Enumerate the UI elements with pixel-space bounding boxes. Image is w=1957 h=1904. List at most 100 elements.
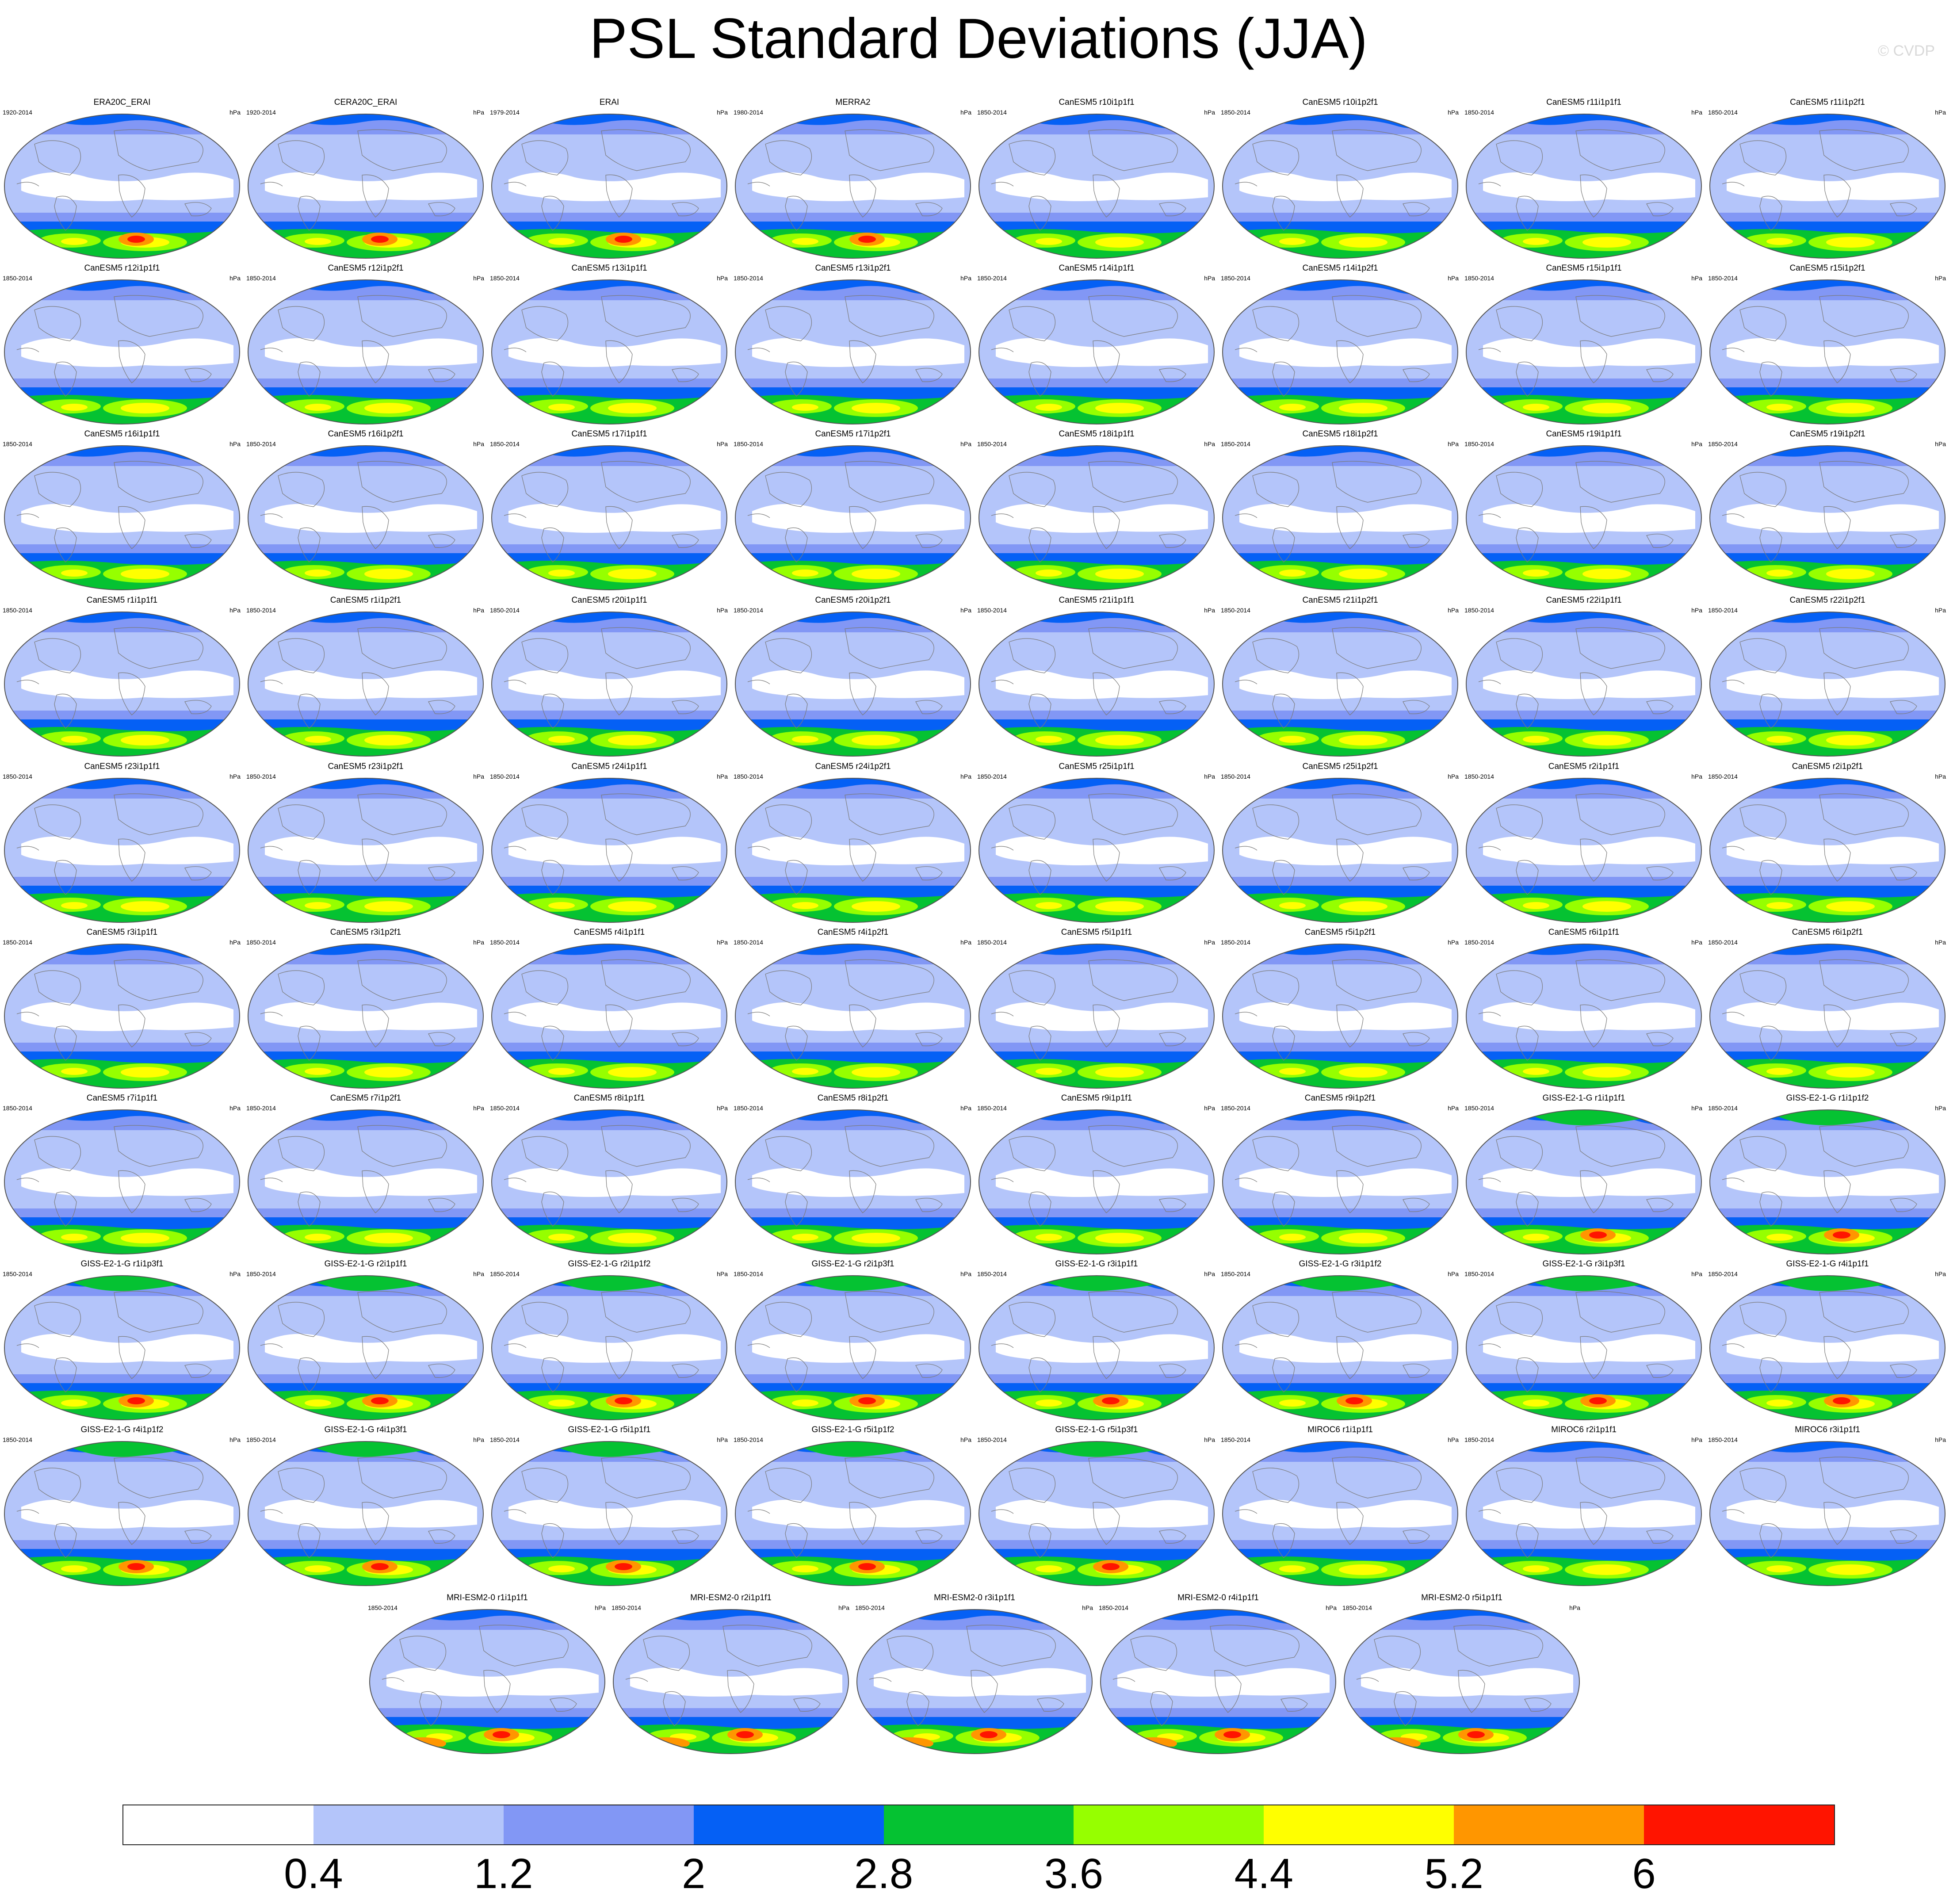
panel-units: hPa [1448, 1105, 1459, 1112]
map-panel: CanESM5 r8i1p1f1 1850-2014 hPa [487, 1092, 731, 1258]
panel-units: hPa [1691, 275, 1702, 282]
panel-title: CanESM5 r6i1p2f1 [1792, 928, 1863, 937]
map-plot [491, 114, 727, 259]
panel-years: 1850-2014 [734, 607, 763, 614]
map-panel: GISS-E2-1-G r5i1p3f1 1850-2014 hPa [975, 1424, 1219, 1590]
map-panel: CanESM5 r24i1p1f1 1850-2014 hPa [487, 761, 731, 926]
panel-years: 1850-2014 [1464, 1436, 1494, 1443]
map-panel: CanESM5 r6i1p1f1 1850-2014 hPa [1462, 926, 1706, 1092]
map-panel: GISS-E2-1-G r4i1p1f2 1850-2014 hPa [0, 1424, 244, 1590]
panel-title: CanESM5 r14i1p1f1 [1059, 264, 1135, 273]
panel-years: 1850-2014 [1464, 939, 1494, 946]
panel-years: 1850-2014 [1708, 773, 1738, 780]
panel-title: CanESM5 r22i1p2f1 [1789, 596, 1865, 605]
colorbar-box [1644, 1805, 1835, 1844]
panel-years: 1850-2014 [490, 773, 520, 780]
map-plot [1222, 944, 1458, 1089]
panel-units: hPa [1448, 440, 1459, 447]
panel-units: hPa [229, 1270, 241, 1277]
panel-years: 1850-2014 [734, 440, 763, 447]
map-plot [248, 445, 484, 590]
panel-units: hPa [1935, 1436, 1946, 1443]
map-plot [248, 1109, 484, 1254]
panel-units: hPa [473, 607, 484, 614]
map-plot [735, 612, 971, 757]
panel-years: 1850-2014 [3, 773, 32, 780]
panel-units: hPa [717, 1436, 728, 1443]
colorbar-tick-label: 6 [1632, 1850, 1656, 1897]
panel-years: 1850-2014 [734, 1436, 763, 1443]
panel-title: MRI-ESM2-0 r1i1p1f1 [447, 1593, 528, 1602]
map-panel: MERRA2 1980-2014 hPa [731, 96, 975, 262]
map-plot [1466, 612, 1702, 757]
colorbar-box [1264, 1805, 1454, 1844]
panel-title: CanESM5 r7i1p2f1 [330, 1093, 401, 1103]
map-panel: CanESM5 r14i1p1f1 1850-2014 hPa [975, 262, 1219, 428]
panel-years: 1850-2014 [977, 1105, 1007, 1112]
panel-title: CanESM5 r5i1p2f1 [1304, 928, 1376, 937]
map-panel: CanESM5 r11i1p1f1 1850-2014 hPa [1462, 96, 1706, 262]
map-panel: CanESM5 r25i1p2f1 1850-2014 hPa [1218, 761, 1462, 926]
panel-units: hPa [1691, 607, 1702, 614]
panel-years: 1920-2014 [3, 109, 32, 116]
map-plot [491, 944, 727, 1089]
panel-years: 1850-2014 [3, 1105, 32, 1112]
map-panel: GISS-E2-1-G r1i1p1f2 1850-2014 hPa [1705, 1092, 1949, 1258]
panel-title: CanESM5 r15i1p1f1 [1546, 264, 1622, 273]
map-plot [491, 445, 727, 590]
map-panel: CanESM5 r19i1p2f1 1850-2014 hPa [1705, 428, 1949, 594]
panel-title: GISS-E2-1-G r5i1p3f1 [1055, 1425, 1138, 1434]
map-panel: MIROC6 r3i1p1f1 1850-2014 hPa [1705, 1424, 1949, 1590]
panel-title: CanESM5 r16i1p1f1 [84, 429, 160, 439]
panel-title: CanESM5 r16i1p2f1 [328, 429, 404, 439]
map-plot [1344, 1609, 1580, 1754]
panel-years: 1979-2014 [490, 109, 520, 116]
panel-years: 1850-2014 [1708, 109, 1738, 116]
panel-units: hPa [1448, 939, 1459, 946]
panel-years: 1850-2014 [734, 773, 763, 780]
colorbar [122, 1805, 1835, 1845]
panel-title: CanESM5 r20i1p1f1 [571, 596, 647, 605]
panel-years: 1850-2014 [1464, 1270, 1494, 1277]
panel-units: hPa [717, 773, 728, 780]
panel-title: GISS-E2-1-G r3i1p1f1 [1055, 1259, 1138, 1269]
panel-title: GISS-E2-1-G r3i1p1f2 [1299, 1259, 1382, 1269]
map-panel: CanESM5 r19i1p1f1 1850-2014 hPa [1462, 428, 1706, 594]
panel-units: hPa [1448, 109, 1459, 116]
panel-title: CanESM5 r17i1p1f1 [571, 429, 647, 439]
panel-title: CanESM5 r11i1p2f1 [1790, 98, 1865, 107]
panel-title: GISS-E2-1-G r5i1p1f2 [811, 1425, 894, 1434]
map-panel: MIROC6 r1i1p1f1 1850-2014 hPa [1218, 1424, 1462, 1590]
map-panel: CanESM5 r15i1p1f1 1850-2014 hPa [1462, 262, 1706, 428]
map-panel: CanESM5 r4i1p1f1 1850-2014 hPa [487, 926, 731, 1092]
map-panel: CanESM5 r20i1p2f1 1850-2014 hPa [731, 594, 975, 760]
map-plot [1222, 445, 1458, 590]
panel-title: MRI-ESM2-0 r4i1p1f1 [1177, 1593, 1259, 1602]
map-plot [978, 944, 1215, 1089]
map-plot [491, 279, 727, 424]
map-plot [978, 279, 1215, 424]
panel-years: 1850-2014 [977, 607, 1007, 614]
map-panel: GISS-E2-1-G r3i1p3f1 1850-2014 hPa [1462, 1258, 1706, 1424]
panel-units: hPa [960, 939, 971, 946]
panel-units: hPa [473, 1105, 484, 1112]
map-panel: CanESM5 r24i1p2f1 1850-2014 hPa [731, 761, 975, 926]
panel-title: GISS-E2-1-G r2i1p1f2 [568, 1259, 651, 1269]
panel-units: hPa [1326, 1604, 1337, 1611]
panel-units: hPa [1204, 607, 1215, 614]
panel-units: hPa [1448, 275, 1459, 282]
panel-title: CanESM5 r4i1p1f1 [573, 928, 645, 937]
panel-units: hPa [473, 1270, 484, 1277]
panel-title: MRI-ESM2-0 r2i1p1f1 [690, 1593, 772, 1602]
map-panel: CanESM5 r11i1p2f1 1850-2014 hPa [1705, 96, 1949, 262]
panel-years: 1850-2014 [490, 607, 520, 614]
panel-units: hPa [229, 275, 241, 282]
map-panel: MRI-ESM2-0 r5i1p1f1 1850-2014 hPa [1340, 1592, 1584, 1758]
map-panel: MRI-ESM2-0 r2i1p1f1 1850-2014 hPa [609, 1592, 853, 1758]
panel-years: 1850-2014 [1464, 440, 1494, 447]
colorbar-box [883, 1805, 1074, 1844]
panel-years: 1850-2014 [977, 1436, 1007, 1443]
panel-units: hPa [717, 607, 728, 614]
panel-title: CanESM5 r23i1p2f1 [328, 762, 404, 771]
panel-title: CanESM5 r12i1p1f1 [84, 264, 160, 273]
